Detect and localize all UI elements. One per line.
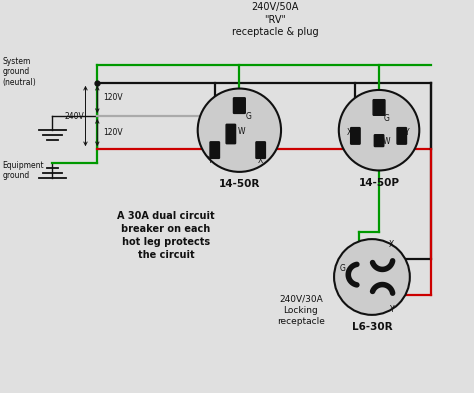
Text: 240V: 240V <box>64 112 84 121</box>
Text: X: X <box>257 156 263 165</box>
Text: G: G <box>384 114 390 123</box>
FancyBboxPatch shape <box>256 142 265 158</box>
Text: 240V/30A
Locking
receptacle: 240V/30A Locking receptacle <box>277 294 325 326</box>
Text: System
ground
(neutral): System ground (neutral) <box>3 57 36 86</box>
Text: X: X <box>347 128 352 137</box>
Text: 240V/50A
"RV"
receptacle & plug: 240V/50A "RV" receptacle & plug <box>232 2 318 37</box>
Circle shape <box>198 88 281 172</box>
Text: Y: Y <box>405 128 410 137</box>
FancyBboxPatch shape <box>226 124 236 144</box>
Text: A 30A dual circuit
breaker on each
hot leg protects
the circuit: A 30A dual circuit breaker on each hot l… <box>117 211 215 260</box>
Text: G: G <box>340 264 346 273</box>
Circle shape <box>339 90 419 171</box>
Text: 120V: 120V <box>103 93 123 101</box>
FancyBboxPatch shape <box>210 142 219 158</box>
FancyBboxPatch shape <box>397 128 407 144</box>
Text: 14-50R: 14-50R <box>219 179 260 189</box>
Text: 120V: 120V <box>103 128 123 137</box>
Text: 14-50P: 14-50P <box>358 178 400 187</box>
FancyBboxPatch shape <box>234 98 245 114</box>
Text: W: W <box>383 137 390 146</box>
Text: W: W <box>237 127 245 136</box>
Text: Y: Y <box>390 305 394 314</box>
Text: Y: Y <box>208 156 212 165</box>
FancyBboxPatch shape <box>374 135 384 147</box>
Text: L6-30R: L6-30R <box>352 322 392 332</box>
Text: Equipment
ground: Equipment ground <box>3 161 44 180</box>
Text: X: X <box>389 240 394 249</box>
FancyBboxPatch shape <box>351 128 360 144</box>
Circle shape <box>334 239 410 315</box>
FancyBboxPatch shape <box>373 100 385 115</box>
Text: G: G <box>246 112 251 121</box>
